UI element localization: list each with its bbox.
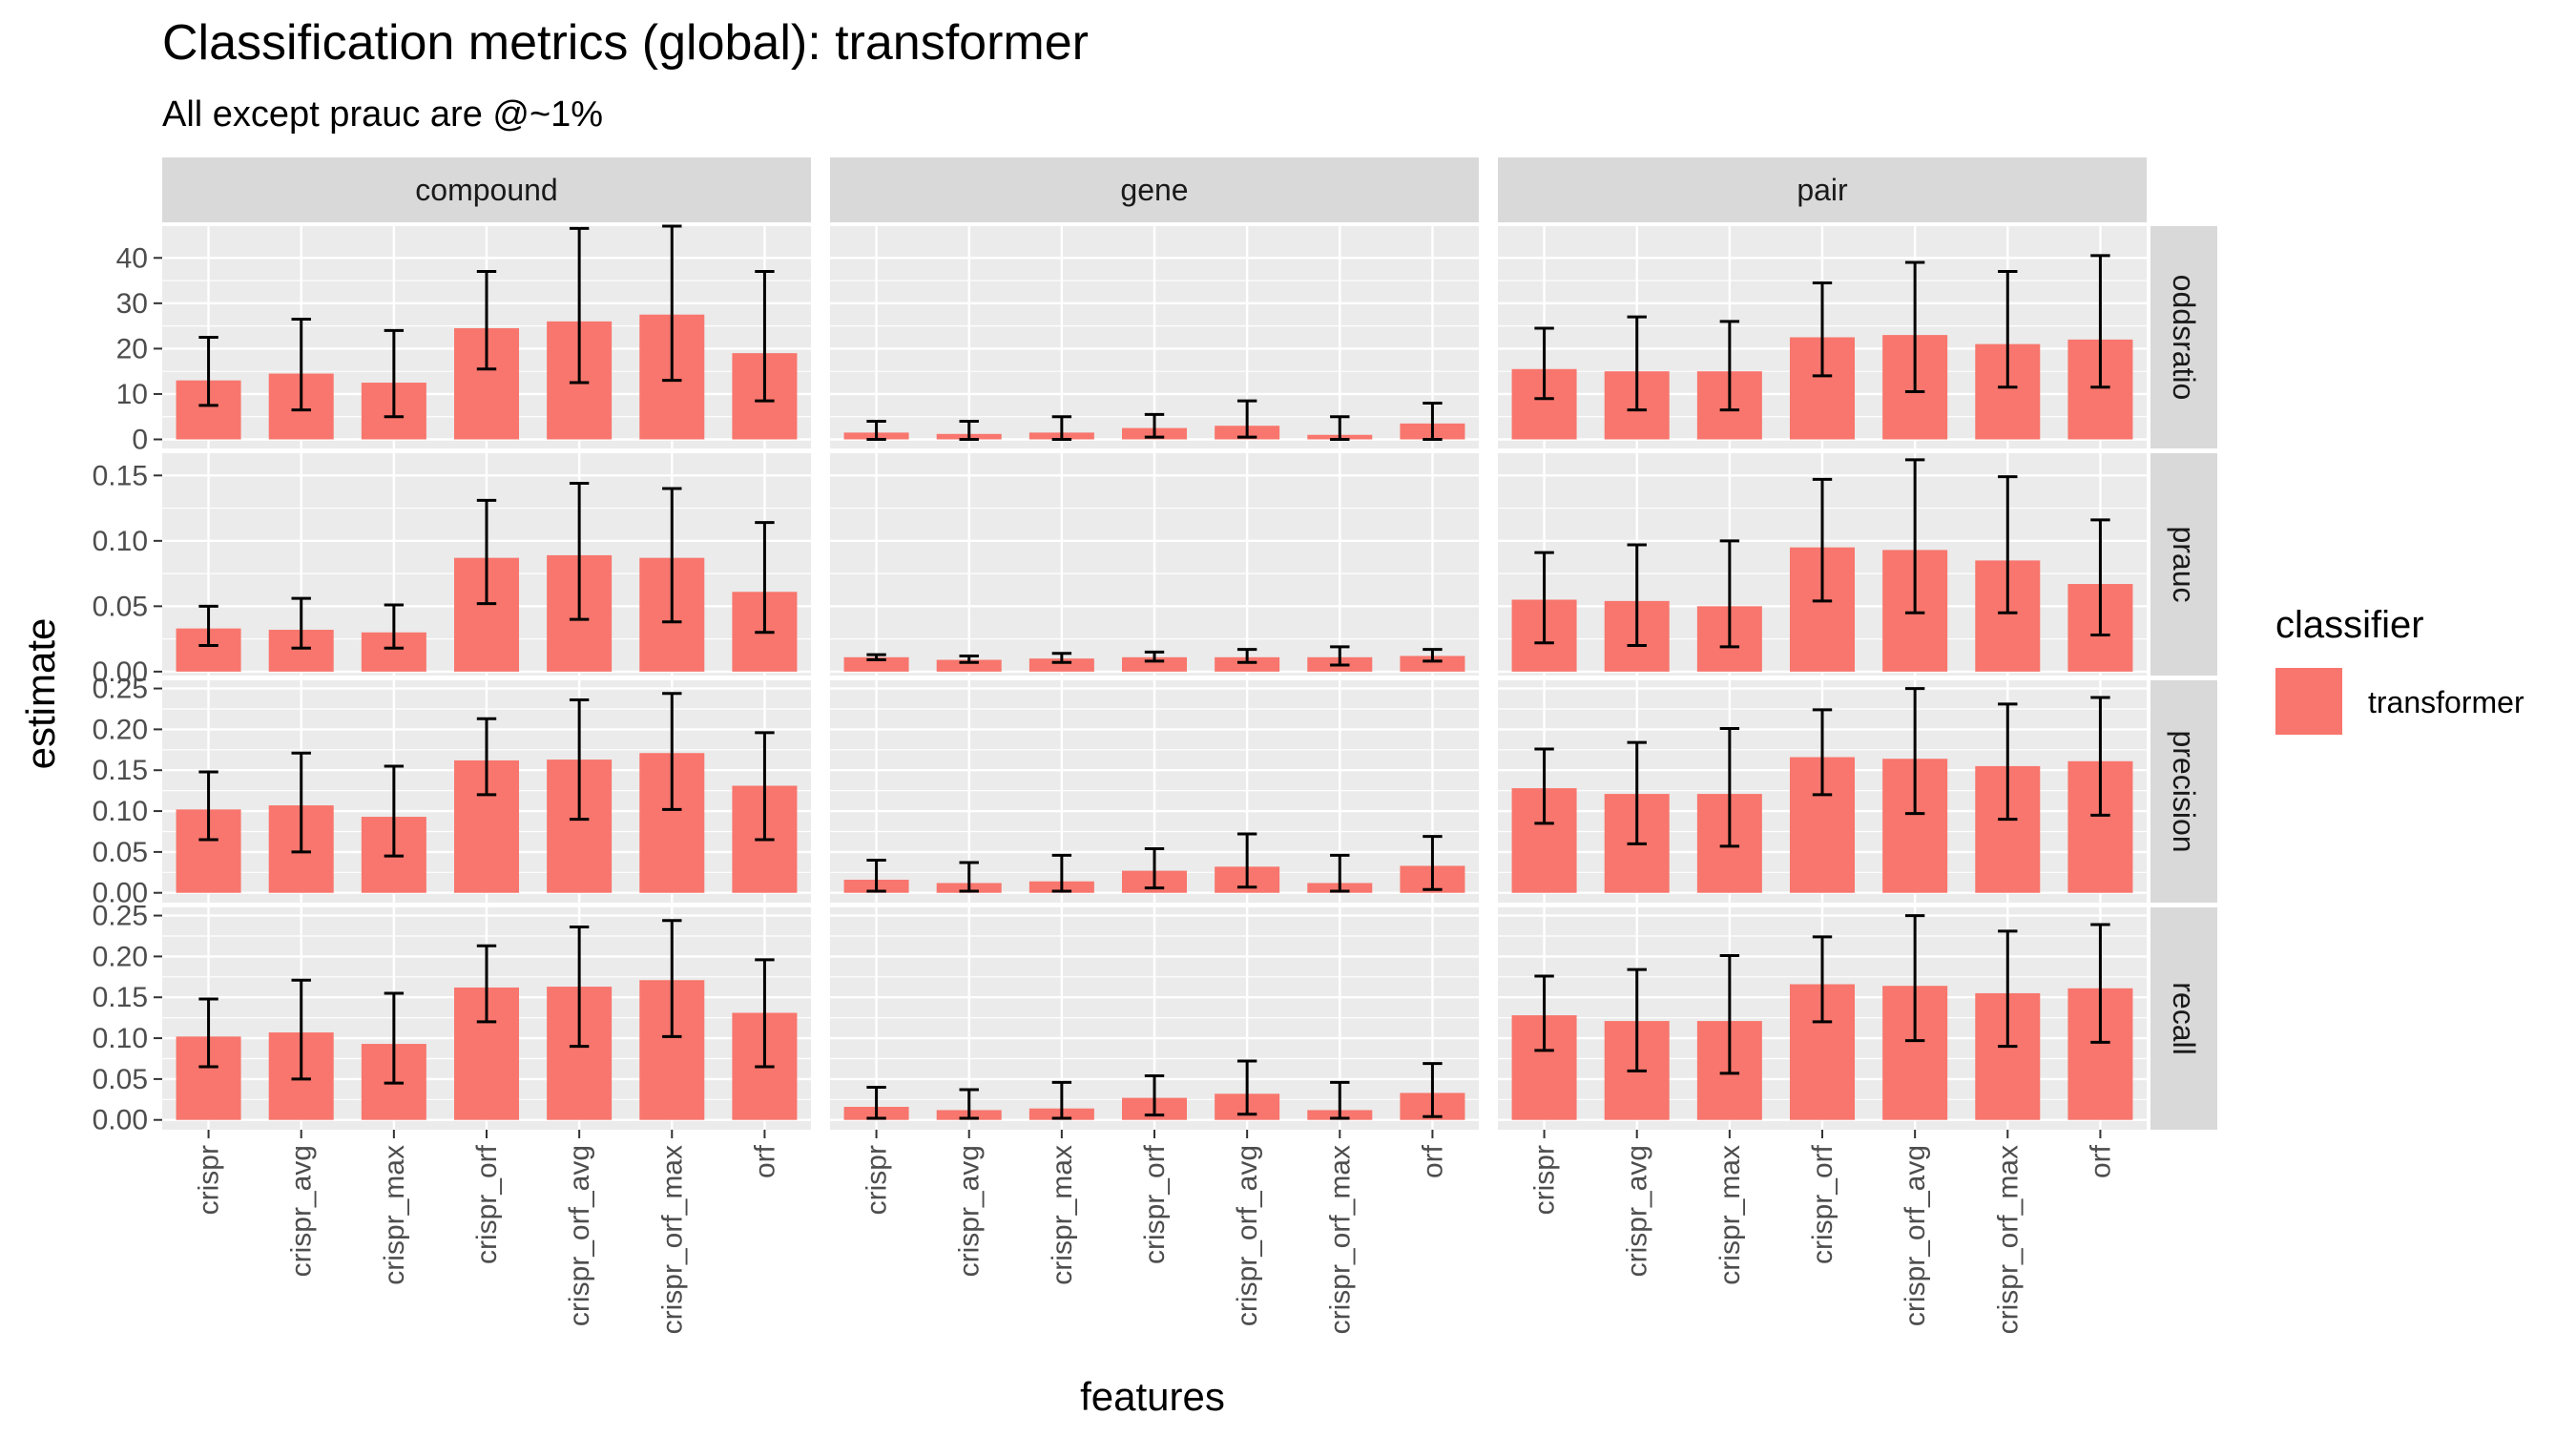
x-tick-label-compound-crispr: crispr [194, 1145, 225, 1215]
x-tick-label-gene-crispr_orf: crispr_orf [1139, 1144, 1171, 1264]
strip-oddsratio [2150, 226, 2217, 448]
legend-title: classifier [2275, 604, 2424, 646]
y-tick-label-oddsratio-0: 0 [132, 424, 148, 455]
x-tick-label-pair-crispr_orf_avg: crispr_orf_avg [1900, 1145, 1931, 1326]
strip-label-compound: compound [415, 173, 557, 207]
y-tick-label-recall-0: 0.00 [93, 1105, 148, 1136]
y-tick-label-prauc-2: 0.10 [93, 526, 148, 557]
y-tick-label-precision-0: 0.00 [93, 878, 148, 909]
x-tick-label-compound-crispr_max: crispr_max [379, 1145, 410, 1285]
strip-compound [162, 157, 811, 222]
y-tick-label-precision-3: 0.15 [93, 755, 148, 786]
y-tick-label-oddsratio-3: 30 [116, 288, 148, 320]
y-tick-label-precision-2: 0.10 [93, 796, 148, 827]
x-tick-label-pair-crispr: crispr [1529, 1145, 1561, 1215]
x-tick-label-gene-orf: orf [1417, 1144, 1448, 1178]
y-tick-label-oddsratio-4: 40 [116, 242, 148, 274]
legend-key-transformer [2275, 668, 2342, 735]
x-tick-label-compound-crispr_orf: crispr_orf [471, 1144, 503, 1264]
strip-recall [2150, 907, 2217, 1130]
y-tick-label-recall-5: 0.25 [93, 901, 148, 932]
bar-gene-prauc-crispr_max [1028, 658, 1094, 672]
facet-panels: compound gene pair oddsratio 0 10 20 30 40 prauc 0… [93, 157, 2217, 1334]
x-axis-title: features [1080, 1374, 1225, 1419]
y-tick-label-recall-4: 0.20 [93, 941, 148, 972]
x-tick-label-gene-crispr_orf_avg: crispr_orf_avg [1232, 1145, 1263, 1326]
chart-subtitle: All except prauc are @~1% [162, 94, 603, 135]
y-tick-label-precision-4: 0.20 [93, 714, 148, 745]
y-tick-label-oddsratio-1: 10 [116, 379, 148, 410]
x-tick-label-pair-orf: orf [2085, 1144, 2116, 1178]
y-tick-label-prauc-0: 0.00 [93, 656, 148, 688]
x-tick-label-compound-crispr_orf_avg: crispr_orf_avg [564, 1145, 595, 1326]
x-tick-label-pair-crispr_avg: crispr_avg [1622, 1145, 1653, 1277]
bar-gene-prauc-crispr_avg [936, 659, 1002, 672]
y-tick-label-oddsratio-2: 20 [116, 333, 148, 364]
strip-label-prauc: prauc [2167, 526, 2201, 602]
strip-gene [830, 157, 1479, 222]
y-tick-label-precision-5: 0.25 [93, 674, 148, 705]
bar-gene-prauc-crispr_orf [1122, 656, 1187, 672]
y-tick-label-prauc-3: 0.15 [93, 460, 148, 491]
y-tick-label-recall-3: 0.15 [93, 982, 148, 1013]
bar-gene-prauc-orf [1400, 656, 1465, 672]
x-tick-label-pair-crispr_orf_max: crispr_orf_max [1992, 1145, 2024, 1334]
strip-prauc [2150, 453, 2217, 676]
bar-gene-prauc-crispr [843, 656, 909, 672]
strip-label-recall: recall [2167, 982, 2201, 1054]
strip-label-precision: precision [2167, 730, 2201, 852]
y-tick-label-prauc-1: 0.05 [93, 591, 148, 622]
strip-precision [2150, 680, 2217, 903]
x-tick-label-gene-crispr_avg: crispr_avg [954, 1145, 986, 1277]
strip-label-gene: gene [1120, 173, 1188, 207]
strip-label-oddsratio: oddsratio [2167, 275, 2201, 401]
x-tick-label-gene-crispr: crispr [862, 1145, 893, 1215]
y-axis-title: estimate [18, 618, 63, 770]
y-tick-label-recall-2: 0.10 [93, 1023, 148, 1054]
x-tick-label-gene-crispr_orf_max: crispr_orf_max [1324, 1145, 1356, 1334]
bar-gene-prauc-crispr_orf_avg [1215, 656, 1280, 672]
strip-label-pair: pair [1797, 173, 1848, 207]
x-tick-label-pair-crispr_max: crispr_max [1714, 1145, 1746, 1285]
legend-label-transformer: transformer [2368, 685, 2524, 719]
x-tick-label-pair-crispr_orf: crispr_orf [1807, 1144, 1839, 1264]
y-tick-label-recall-1: 0.05 [93, 1064, 148, 1095]
x-tick-label-compound-crispr_orf_max: crispr_orf_max [656, 1145, 688, 1334]
y-tick-label-precision-1: 0.05 [93, 837, 148, 868]
strip-pair [1498, 157, 2147, 222]
chart-title: Classification metrics (global): transfo… [162, 15, 1089, 71]
x-tick-label-gene-crispr_max: crispr_max [1047, 1145, 1078, 1285]
x-tick-label-compound-orf: orf [749, 1144, 780, 1178]
x-tick-label-compound-crispr_avg: crispr_avg [286, 1145, 318, 1277]
